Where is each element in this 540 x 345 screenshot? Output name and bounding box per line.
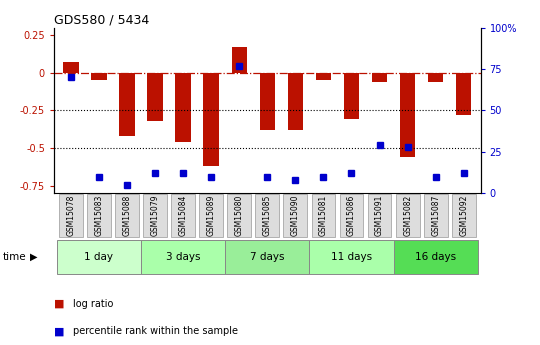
FancyBboxPatch shape — [368, 194, 392, 237]
FancyBboxPatch shape — [57, 240, 141, 274]
FancyBboxPatch shape — [424, 194, 448, 237]
Text: GSM15089: GSM15089 — [207, 195, 215, 236]
FancyBboxPatch shape — [309, 240, 394, 274]
FancyBboxPatch shape — [227, 194, 251, 237]
FancyBboxPatch shape — [141, 240, 225, 274]
Text: 16 days: 16 days — [415, 252, 456, 262]
Text: GSM15088: GSM15088 — [123, 195, 131, 236]
Text: GSM15078: GSM15078 — [66, 195, 76, 236]
FancyBboxPatch shape — [87, 194, 111, 237]
Text: GSM15092: GSM15092 — [459, 195, 468, 236]
FancyBboxPatch shape — [225, 240, 309, 274]
Bar — [372, 73, 387, 82]
Text: log ratio: log ratio — [73, 299, 113, 308]
Bar — [344, 73, 359, 119]
Bar — [176, 73, 191, 142]
Text: time: time — [3, 252, 26, 262]
Text: ▶: ▶ — [30, 252, 37, 262]
Text: GSM15079: GSM15079 — [151, 195, 159, 236]
Text: GSM15087: GSM15087 — [431, 195, 440, 236]
Bar — [204, 73, 219, 166]
Bar — [232, 47, 247, 73]
FancyBboxPatch shape — [452, 194, 476, 237]
FancyBboxPatch shape — [199, 194, 223, 237]
FancyBboxPatch shape — [143, 194, 167, 237]
FancyBboxPatch shape — [115, 194, 139, 237]
Text: GSM15083: GSM15083 — [94, 195, 103, 236]
Text: GSM15080: GSM15080 — [235, 195, 244, 236]
Text: 11 days: 11 days — [331, 252, 372, 262]
Text: 7 days: 7 days — [250, 252, 285, 262]
Text: GSM15086: GSM15086 — [347, 195, 356, 236]
Text: GDS580 / 5434: GDS580 / 5434 — [54, 13, 149, 27]
Text: 1 day: 1 day — [84, 252, 113, 262]
Text: ■: ■ — [54, 326, 64, 336]
Bar — [119, 73, 134, 136]
FancyBboxPatch shape — [284, 194, 307, 237]
Bar — [456, 73, 471, 115]
Text: GSM15091: GSM15091 — [375, 195, 384, 236]
FancyBboxPatch shape — [396, 194, 420, 237]
FancyBboxPatch shape — [255, 194, 279, 237]
Bar — [400, 73, 415, 157]
FancyBboxPatch shape — [171, 194, 195, 237]
FancyBboxPatch shape — [312, 194, 335, 237]
Text: GSM15084: GSM15084 — [179, 195, 187, 236]
Text: GSM15085: GSM15085 — [263, 195, 272, 236]
Bar — [260, 73, 275, 130]
Bar — [288, 73, 303, 130]
Text: 3 days: 3 days — [166, 252, 200, 262]
Bar — [316, 73, 331, 80]
FancyBboxPatch shape — [394, 240, 478, 274]
Bar — [91, 73, 106, 80]
Text: percentile rank within the sample: percentile rank within the sample — [73, 326, 238, 336]
Text: GSM15090: GSM15090 — [291, 195, 300, 236]
Text: GSM15081: GSM15081 — [319, 195, 328, 236]
Text: GSM15082: GSM15082 — [403, 195, 412, 236]
FancyBboxPatch shape — [340, 194, 363, 237]
Bar — [147, 73, 163, 121]
Text: ■: ■ — [54, 299, 64, 308]
FancyBboxPatch shape — [59, 194, 83, 237]
Bar — [63, 62, 78, 73]
Bar — [428, 73, 443, 82]
